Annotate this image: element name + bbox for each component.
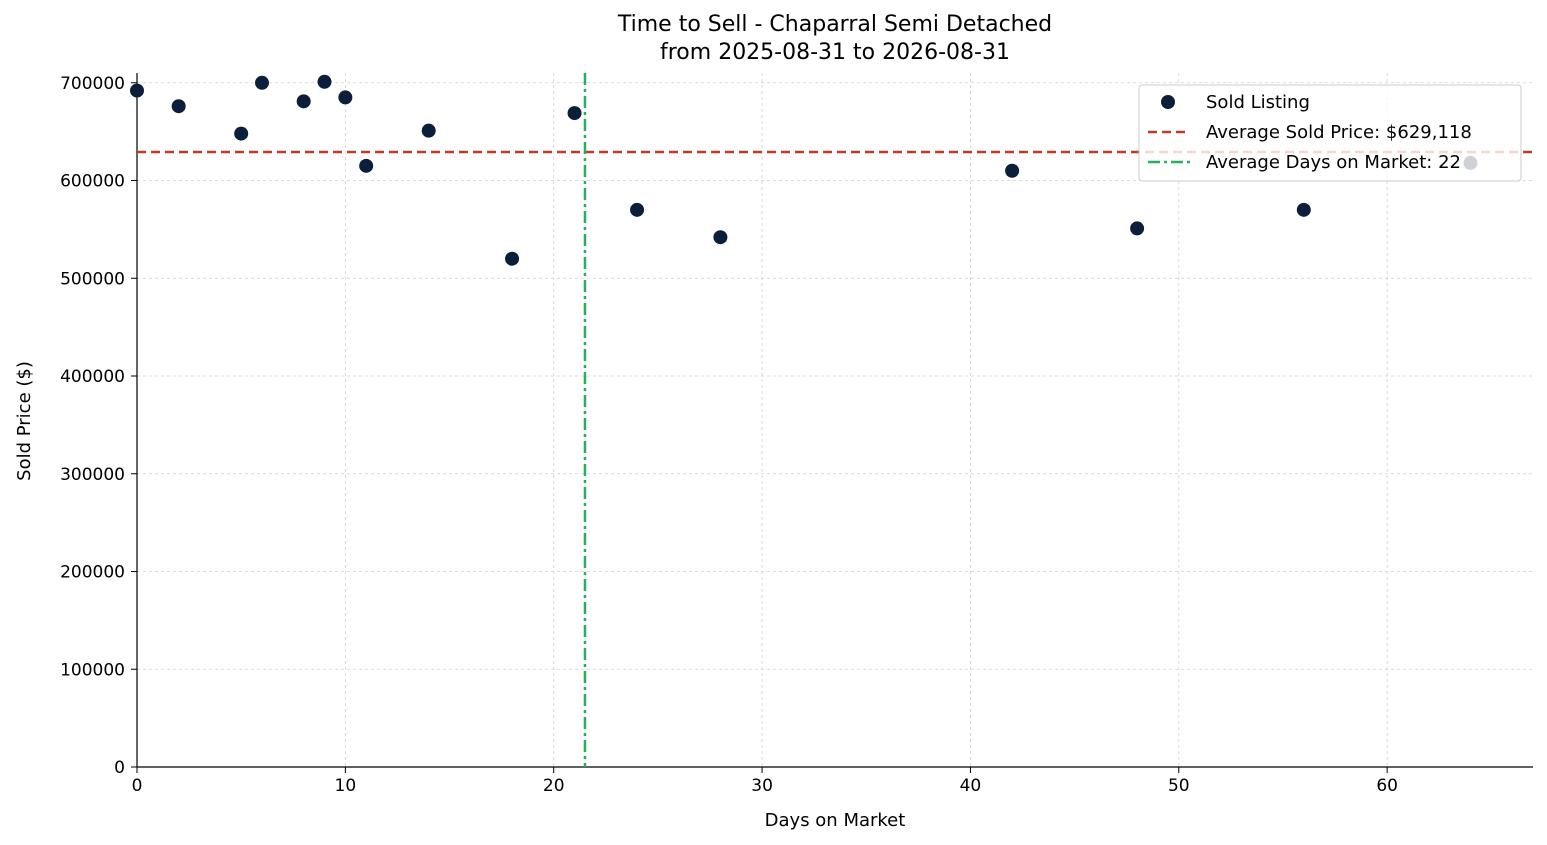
- data-point-8: [421, 123, 436, 138]
- axes: [136, 73, 1533, 768]
- y-axis-label: Sold Price ($): [14, 361, 35, 481]
- x-axis-label: Days on Market: [765, 810, 906, 831]
- x-tick-label-50: 50: [1168, 776, 1190, 796]
- data-point-5: [317, 74, 332, 89]
- y-tick-label-500000: 500000: [60, 269, 125, 289]
- x-tick-label-30: 30: [751, 776, 773, 796]
- data-point-6: [338, 90, 353, 105]
- data-point-0: [130, 83, 144, 98]
- data-point-7: [359, 158, 374, 173]
- chart-title-line-2: from 2025-08-31 to 2026-08-31: [660, 40, 1010, 65]
- data-point-10: [567, 106, 582, 121]
- legend-label-sold-listing: Sold Listing: [1206, 92, 1310, 113]
- chart-title-line-1: Time to Sell - Chaparral Semi Detached: [617, 12, 1053, 37]
- legend: Sold Listing Average Sold Price: $629,11…: [1138, 84, 1522, 182]
- x-tick-label-60: 60: [1376, 776, 1398, 796]
- data-point-3: [255, 75, 270, 90]
- y-tick-label-400000: 400000: [60, 367, 125, 387]
- x-tick-label-20: 20: [543, 776, 565, 796]
- x-tick-label-0: 0: [132, 776, 143, 796]
- data-point-1: [171, 99, 186, 114]
- data-point-9: [505, 251, 520, 266]
- data-point-14: [1130, 221, 1145, 236]
- y-tick-label-600000: 600000: [60, 172, 125, 192]
- x-tick-label-10: 10: [335, 776, 357, 796]
- y-tick-label-200000: 200000: [60, 563, 125, 583]
- data-point-2: [234, 126, 249, 141]
- y-tick-label-300000: 300000: [60, 465, 125, 485]
- data-point-13: [1005, 163, 1020, 178]
- y-tick-label-100000: 100000: [60, 660, 125, 680]
- y-tick-label-700000: 700000: [60, 74, 125, 94]
- y-tick-label-0: 0: [114, 758, 125, 778]
- data-point-15: [1296, 202, 1311, 217]
- data-point-11: [630, 202, 645, 217]
- data-point-4: [296, 94, 311, 109]
- data-point-12: [713, 230, 728, 245]
- x-tick-label-40: 40: [960, 776, 982, 796]
- legend-box: [1138, 84, 1522, 182]
- legend-marker-sold-listing: [1161, 95, 1175, 109]
- axis-ticks: 0 10 20 30 40 50 60 0 100000 200000 300000 400000 50…: [60, 74, 1398, 796]
- legend-label-avg-price: Average Sold Price: $629,118: [1206, 122, 1472, 143]
- legend-label-avg-days: Average Days on Market: 22: [1206, 152, 1461, 173]
